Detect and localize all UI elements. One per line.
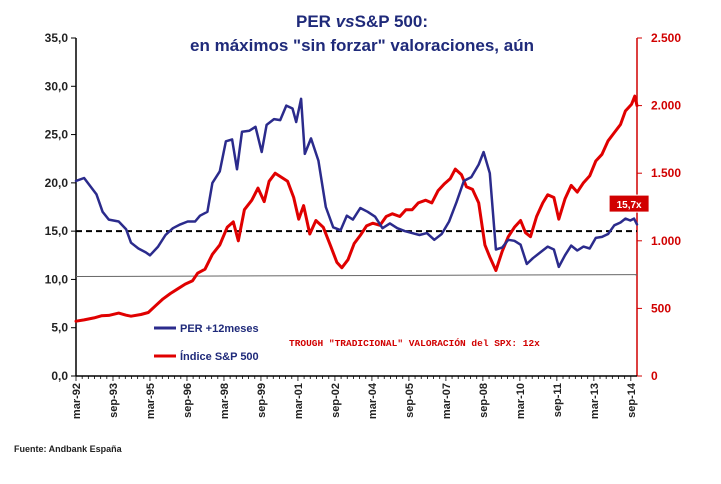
legend-label-per: PER +12meses [180, 323, 259, 335]
left-axis-tick-label: 25,0 [45, 128, 69, 142]
right-axis-tick-label: 1.000 [651, 234, 681, 248]
left-axis-tick-label: 5,0 [51, 321, 68, 335]
per-value-badge: 15,7x [608, 194, 650, 213]
legend: PER +12meses Índice S&P 500 [154, 323, 259, 363]
left-axis-tick-label: 10,0 [45, 272, 69, 286]
left-axis-tick-label: 0,0 [51, 369, 68, 383]
x-axis-tick-label: sep-99 [256, 383, 268, 418]
reference-lines [75, 230, 638, 278]
x-axis-tick-label: sep-08 [478, 383, 490, 418]
x-axis-tick-label: mar-95 [145, 383, 157, 419]
series-layer [74, 94, 639, 323]
legend-label-spx: Índice S&P 500 [180, 350, 259, 363]
x-axis-tick-label: mar-01 [293, 383, 305, 419]
left-axis-tick-label: 15,0 [45, 224, 69, 238]
spx-index-line [74, 94, 639, 323]
x-axis-tick-label: mar-07 [441, 383, 453, 419]
x-axis-tick-label: mar-10 [515, 383, 527, 419]
x-axis-tick-label: mar-04 [367, 382, 379, 419]
chart-title: PER vsS&P 500: en máximos "sin forzar" v… [190, 12, 534, 55]
right-axis-tick-label: 2.500 [651, 31, 681, 45]
x-axis-tick-label: sep-96 [182, 383, 194, 418]
x-axis-tick-label: sep-05 [404, 383, 416, 418]
per-value-badge-bg [608, 194, 650, 213]
left-axis-tick-label: 35,0 [45, 31, 69, 45]
left-axis-tick-label: 20,0 [45, 176, 69, 190]
x-axis-tick-label: sep-02 [330, 383, 342, 418]
right-axis-tick-label: 1.500 [651, 166, 681, 180]
trend-line [75, 274, 638, 278]
right-axis-tick-label: 0 [651, 369, 658, 383]
per-value-badge-label: 15,7x [617, 200, 642, 211]
right-y-axis: 0 500 1.000 1.500 2.000 2.500 [636, 31, 681, 383]
left-axis-tick-label: 30,0 [45, 79, 69, 93]
x-axis-tick-label: mar-92 [71, 383, 83, 419]
right-axis-tick-label: 500 [651, 301, 671, 315]
x-axis-tick-label: sep-93 [108, 383, 120, 418]
x-axis-tick-label: sep-11 [552, 383, 564, 417]
x-axis-tick-label: mar-13 [589, 383, 601, 419]
left-y-axis: 0,0 5,0 10,0 15,0 20,0 25,0 30,0 35,0 [45, 31, 77, 383]
source-note: Fuente: Andbank España [14, 444, 123, 454]
x-axis-tick-label: sep-14 [626, 382, 638, 418]
x-axis-tick-label: mar-98 [219, 383, 231, 419]
x-axis: mar-92 sep-93 mar-95 sep-96 mar-98 sep-99 mar-… [71, 375, 638, 419]
per-line [74, 97, 639, 269]
chart-title-line1: PER vsS&P 500: [296, 12, 428, 31]
trough-annotation: TROUGH "TRADICIONAL" VALORACIÓN del SPX:… [289, 338, 540, 349]
right-axis-tick-label: 2.000 [651, 99, 681, 113]
chart-title-line2: en máximos "sin forzar" valoraciones, aú… [190, 36, 534, 55]
plot-background [76, 38, 637, 376]
plot-area [76, 38, 637, 376]
